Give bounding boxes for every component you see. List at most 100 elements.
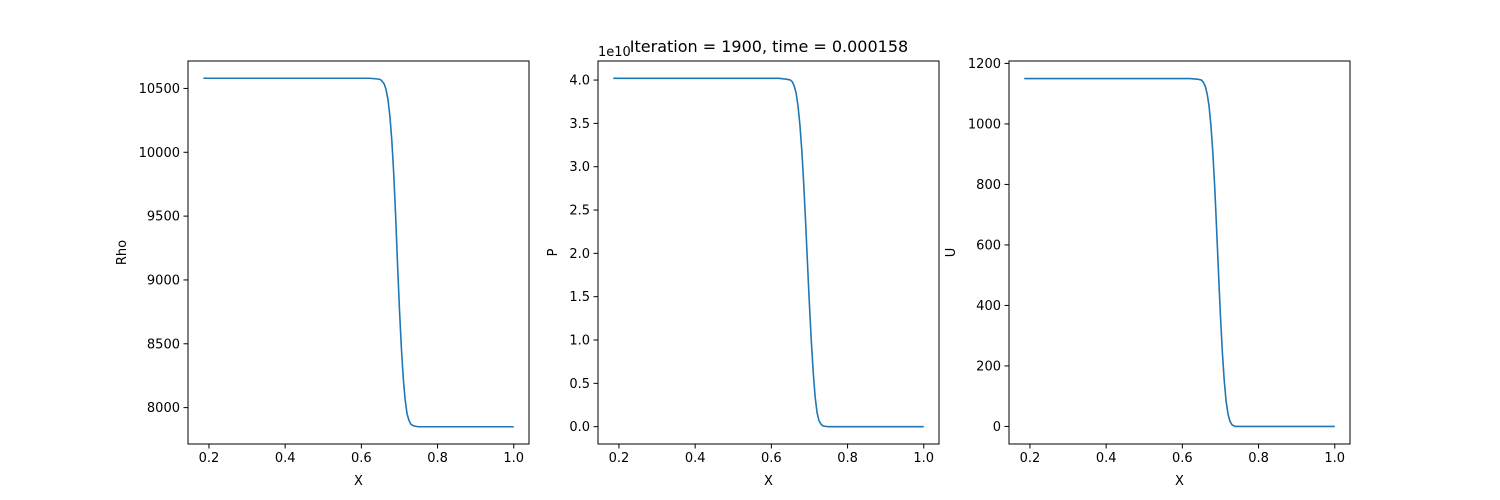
plot-area	[1024, 77, 1335, 428]
x-tick: 0.6	[351, 444, 372, 466]
x-tick-label: 1.0	[1324, 451, 1345, 466]
y-tick: 10500	[139, 82, 188, 97]
y-tick: 9500	[147, 210, 188, 225]
x-axis-ticks: 0.2 0.4 0.6 0.8 1.0	[1020, 444, 1345, 466]
y-tick-label: 4.0	[569, 74, 590, 89]
y-tick: 8500	[147, 337, 188, 352]
y-tick: 0	[993, 420, 1009, 435]
axes-frame	[1008, 60, 1351, 445]
y-offset-text: 1e10	[598, 45, 631, 60]
x-tick: 0.2	[1020, 444, 1041, 466]
y-tick-label: 3.5	[569, 117, 590, 132]
figure-title: Iteration = 1900, time = 0.000158	[630, 37, 908, 56]
axes-frame	[597, 60, 940, 445]
x-tick-label: 1.0	[913, 451, 934, 466]
y-tick-label: 2.5	[569, 204, 590, 219]
x-tick: 1.0	[1324, 444, 1345, 466]
y-tick: 3.0	[569, 160, 598, 175]
y-tick: 3.5	[569, 117, 598, 132]
y-tick-label: 9500	[147, 210, 180, 225]
axes-frame	[187, 60, 530, 445]
y-tick: 4.0	[569, 74, 598, 89]
x-axis-label: X	[764, 474, 773, 489]
x-tick-label: 0.6	[761, 451, 782, 466]
x-tick: 0.4	[1096, 444, 1117, 466]
series-line	[613, 77, 924, 428]
y-axis-ticks: 0.0 0.5 1.0 1.5 2.0 2.5 3.0 3.5 4.0	[569, 74, 598, 435]
y-tick: 10000	[139, 146, 188, 161]
x-tick: 0.8	[427, 444, 448, 466]
y-tick-label: 0	[993, 420, 1001, 435]
y-tick-label: 800	[976, 178, 1001, 193]
y-tick-label: 200	[976, 359, 1001, 374]
x-tick-label: 0.8	[427, 451, 448, 466]
x-tick: 0.2	[609, 444, 630, 466]
y-tick: 1000	[968, 117, 1009, 132]
plot-area	[203, 77, 514, 428]
x-axis-ticks: 0.2 0.4 0.6 0.8 1.0	[609, 444, 934, 466]
x-axis-label: X	[354, 474, 363, 489]
x-tick-label: 0.8	[837, 451, 858, 466]
plot-area	[613, 77, 924, 428]
x-tick-label: 0.2	[199, 451, 220, 466]
y-axis-label: P	[546, 248, 561, 256]
x-tick-label: 0.2	[1020, 451, 1041, 466]
x-tick-label: 0.4	[275, 451, 296, 466]
y-axis-ticks: 0 200 400 600 800 1000 1200	[968, 57, 1009, 435]
x-tick: 0.4	[685, 444, 706, 466]
series-line	[203, 77, 514, 428]
y-tick-label: 600	[976, 238, 1001, 253]
y-tick: 1.5	[569, 290, 598, 305]
y-tick: 600	[976, 238, 1009, 253]
x-tick: 1.0	[503, 444, 524, 466]
y-tick-label: 9000	[147, 273, 180, 288]
x-tick-label: 0.6	[351, 451, 372, 466]
x-tick: 1.0	[913, 444, 934, 466]
x-tick-label: 1.0	[503, 451, 524, 466]
y-tick: 9000	[147, 273, 188, 288]
y-tick: 8000	[147, 401, 188, 416]
x-tick-label: 0.4	[685, 451, 706, 466]
x-axis-ticks: 0.2 0.4 0.6 0.8 1.0	[199, 444, 524, 466]
y-tick: 2.0	[569, 247, 598, 262]
subplot-rho: 0.2 0.4 0.6 0.8 1.0 8000 8500 9000 9500 10000 105…	[115, 60, 530, 489]
y-tick-label: 0.0	[569, 420, 590, 435]
y-axis-ticks: 8000 8500 9000 9500 10000 10500	[139, 82, 188, 416]
x-tick-label: 0.2	[609, 451, 630, 466]
y-tick-label: 0.5	[569, 377, 590, 392]
y-tick-label: 1.0	[569, 334, 590, 349]
y-tick: 0.0	[569, 420, 598, 435]
y-tick: 200	[976, 359, 1009, 374]
y-tick-label: 8000	[147, 401, 180, 416]
y-tick: 400	[976, 299, 1009, 314]
y-tick-label: 10000	[139, 146, 180, 161]
x-tick: 0.8	[1248, 444, 1269, 466]
x-tick: 0.6	[761, 444, 782, 466]
x-tick-label: 0.6	[1172, 451, 1193, 466]
subplot-p: 0.2 0.4 0.6 0.8 1.0 0.0 0.5 1.0 1.5 2.0 2.5 3.0 3.5…	[546, 45, 940, 489]
y-tick-label: 1200	[968, 57, 1001, 72]
x-tick: 0.8	[837, 444, 858, 466]
x-tick: 0.2	[199, 444, 220, 466]
x-tick: 0.6	[1172, 444, 1193, 466]
x-tick-label: 0.8	[1248, 451, 1269, 466]
y-axis-label: Rho	[115, 240, 130, 265]
y-tick: 0.5	[569, 377, 598, 392]
y-tick-label: 400	[976, 299, 1001, 314]
y-tick-label: 10500	[139, 82, 180, 97]
y-tick: 1.0	[569, 334, 598, 349]
y-tick: 800	[976, 178, 1009, 193]
y-tick-label: 3.0	[569, 160, 590, 175]
y-tick-label: 1000	[968, 117, 1001, 132]
y-tick: 1200	[968, 57, 1009, 72]
y-tick-label: 2.0	[569, 247, 590, 262]
x-tick: 0.4	[275, 444, 296, 466]
y-tick-label: 1.5	[569, 290, 590, 305]
x-tick-label: 0.4	[1096, 451, 1117, 466]
y-tick: 2.5	[569, 204, 598, 219]
y-axis-label: U	[944, 248, 959, 258]
series-line	[1024, 77, 1335, 428]
y-tick-label: 8500	[147, 337, 180, 352]
